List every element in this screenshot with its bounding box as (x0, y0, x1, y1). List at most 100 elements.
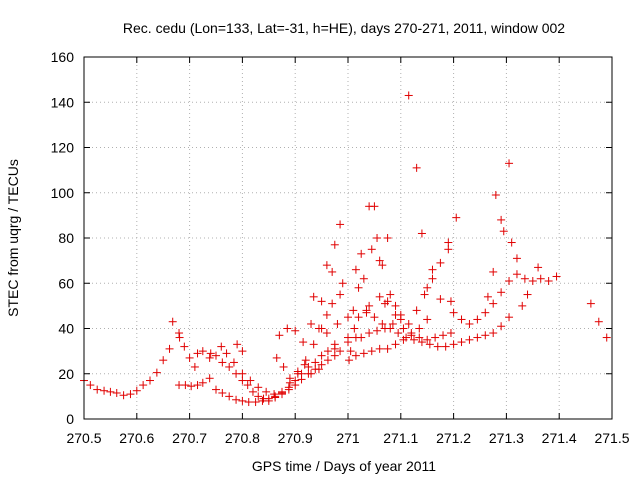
data-point (489, 267, 498, 276)
data-point (243, 381, 252, 390)
data-point (449, 340, 458, 349)
x-tick-label: 270.6 (119, 430, 154, 446)
data-point (254, 392, 263, 401)
data-point (336, 290, 345, 299)
x-tick-label: 271.1 (383, 430, 418, 446)
data-point (518, 301, 527, 310)
data-point (238, 369, 247, 378)
data-point (307, 319, 316, 328)
data-point (375, 292, 384, 301)
data-point (446, 329, 455, 338)
data-point (322, 329, 331, 338)
data-point (205, 353, 214, 362)
data-point (370, 313, 379, 322)
data-point (457, 338, 466, 347)
data-point (357, 249, 366, 258)
data-point (351, 351, 360, 360)
data-point (180, 342, 189, 351)
data-point (373, 234, 382, 242)
y-tick-label: 140 (51, 94, 75, 110)
data-point (425, 340, 434, 349)
data-point (322, 310, 331, 319)
data-point (481, 331, 490, 340)
data-point (112, 388, 121, 397)
x-axis-label: GPS time / Days of year 2011 (252, 458, 436, 474)
data-point (497, 322, 506, 331)
data-point (457, 315, 466, 324)
data-point (279, 362, 288, 371)
data-point (351, 265, 360, 274)
data-point (465, 319, 474, 328)
grid-lines (84, 57, 612, 419)
data-point (365, 329, 374, 338)
data-point (291, 376, 300, 385)
data-point (238, 347, 247, 356)
data-point (262, 387, 271, 396)
data-point (229, 358, 238, 367)
data-point (378, 261, 387, 270)
data-point (100, 386, 109, 395)
data-point (444, 238, 453, 247)
data-point (333, 319, 342, 328)
data-point (175, 329, 184, 338)
data-point (301, 356, 310, 365)
data-point (523, 290, 532, 299)
data-point (391, 301, 400, 310)
y-tick-label: 60 (58, 275, 74, 291)
data-point (198, 347, 207, 356)
data-point (328, 267, 337, 276)
data-point (512, 270, 521, 279)
data-point (323, 347, 332, 356)
data-point (388, 319, 397, 328)
x-tick-label: 270.7 (172, 430, 207, 446)
data-point (344, 338, 352, 347)
data-point (552, 272, 561, 281)
data-point (452, 213, 461, 222)
data-point (264, 396, 273, 405)
data-point (412, 163, 421, 172)
chart-title: Rec. cedu (Lon=133, Lat=-31, h=HE), days… (123, 20, 565, 36)
data-point (383, 234, 392, 242)
y-tick-label: 120 (51, 140, 75, 156)
data-point (285, 374, 294, 383)
data-point (225, 392, 234, 401)
data-point (481, 308, 490, 317)
data-point (439, 331, 448, 340)
data-point (428, 274, 437, 283)
data-point (175, 333, 184, 342)
data-point (270, 390, 279, 399)
data-point (386, 290, 395, 299)
data-point (238, 376, 247, 385)
data-point (357, 333, 366, 342)
data-point (423, 315, 432, 324)
data-point (322, 261, 331, 270)
y-tick-label: 160 (51, 49, 75, 65)
data-point (293, 367, 302, 376)
data-point (404, 91, 413, 100)
data-point (246, 376, 255, 385)
data-point (436, 258, 445, 267)
data-point (534, 263, 543, 272)
data-point (602, 333, 611, 342)
data-point (330, 351, 339, 360)
data-point (512, 254, 521, 263)
data-point (300, 360, 309, 369)
data-point (505, 313, 514, 322)
data-point (520, 274, 529, 283)
data-point (499, 227, 508, 236)
data-point (465, 335, 474, 344)
data-point (159, 356, 168, 365)
data-point (299, 338, 308, 347)
data-point (412, 306, 421, 315)
data-point (307, 369, 316, 378)
data-point (193, 349, 202, 358)
data-point (344, 313, 352, 322)
data-point (346, 347, 355, 356)
data-point (497, 288, 506, 297)
data-point (314, 365, 323, 374)
data-point (330, 340, 339, 349)
x-tick-label: 271 (336, 430, 360, 446)
data-point (272, 353, 281, 362)
data-point (386, 324, 395, 333)
